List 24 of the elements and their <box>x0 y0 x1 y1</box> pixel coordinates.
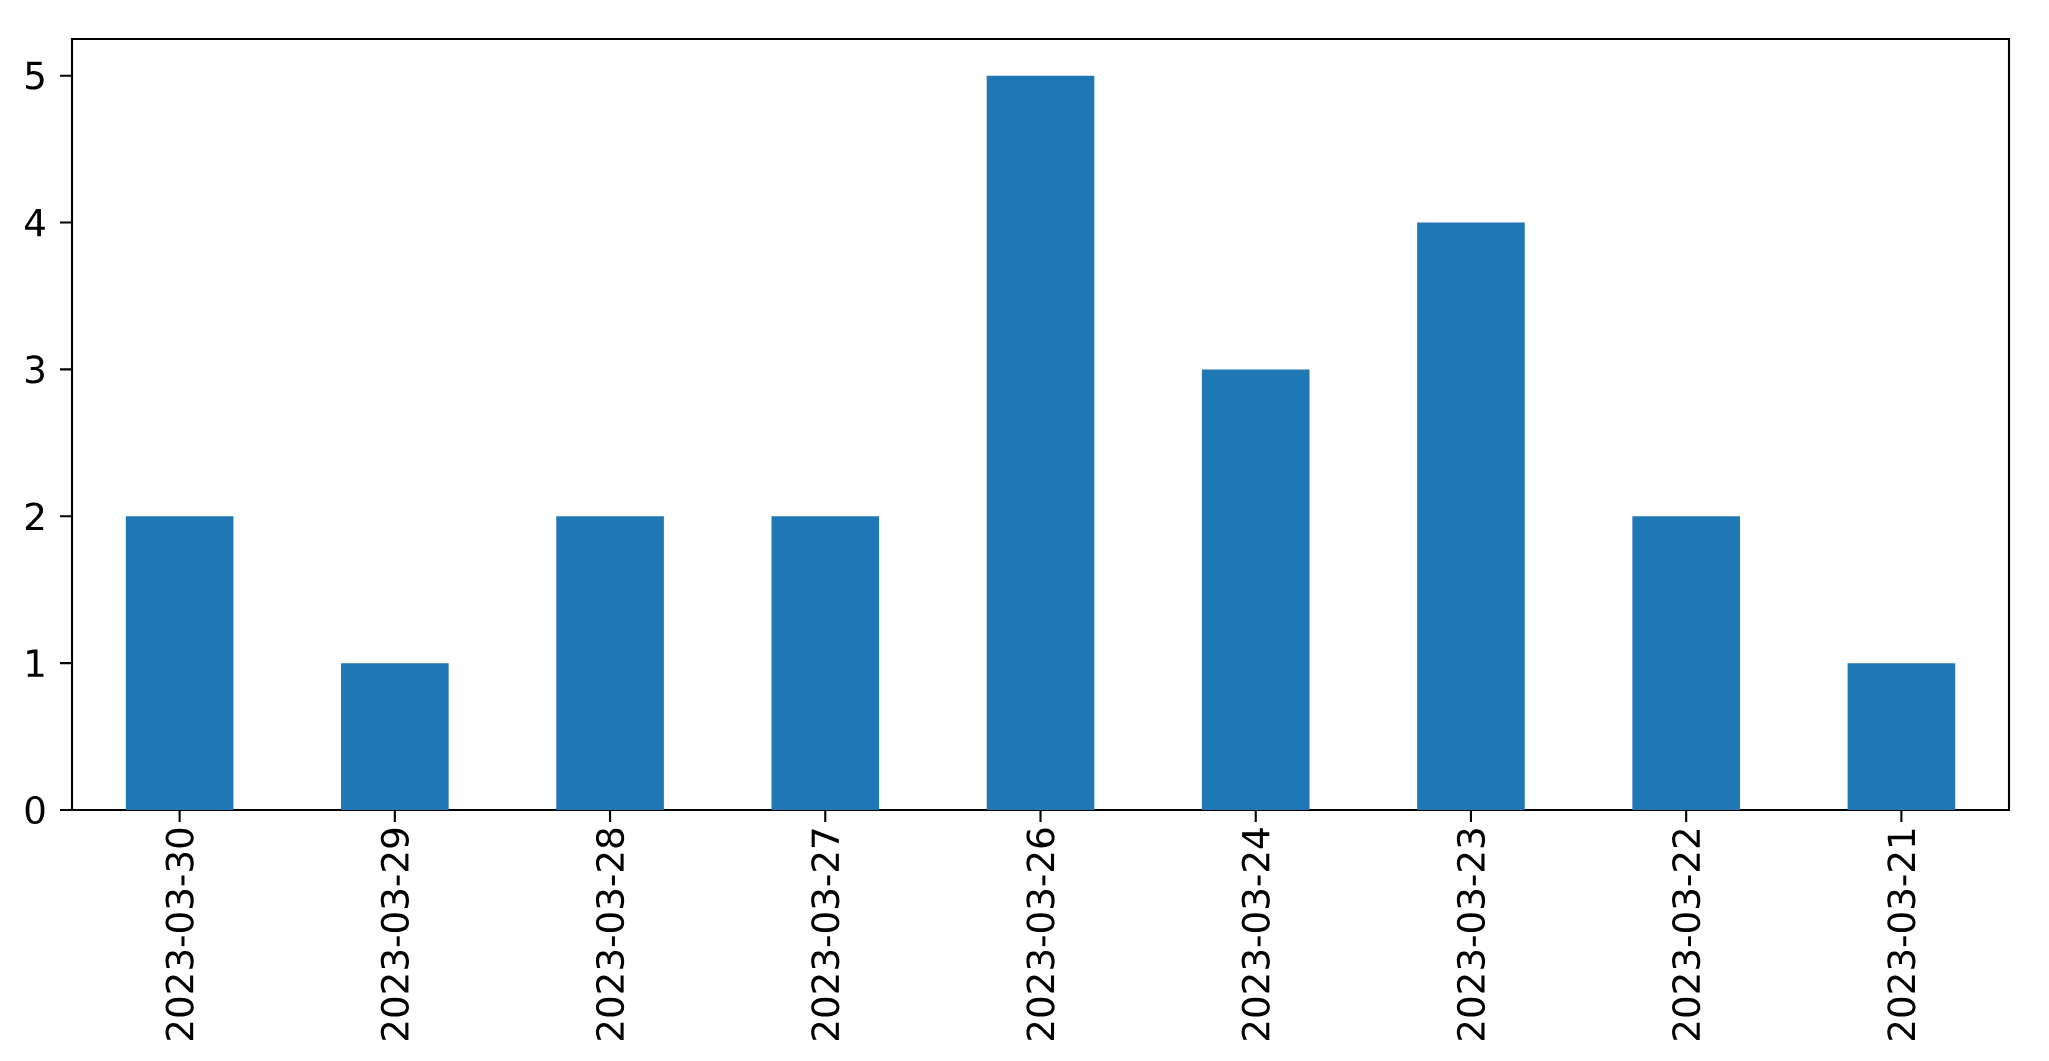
bar <box>986 75 1095 810</box>
bar <box>341 663 449 810</box>
y-tick-label: 4 <box>25 208 45 237</box>
x-tick-label: 2023-03-26 <box>1026 828 1055 1040</box>
bar <box>771 516 880 810</box>
bar <box>1201 369 1310 810</box>
bar <box>556 516 664 810</box>
bar <box>1417 222 1525 810</box>
x-tick-label: 2023-03-23 <box>1456 829 1486 1040</box>
x-tick-label: 2023-03-29 <box>380 828 409 1040</box>
y-tick-label: 3 <box>26 355 44 384</box>
x-tick-label: 2023-03-21 <box>1887 829 1916 1040</box>
bar <box>1847 663 1956 810</box>
x-tick-label: 2023-03-28 <box>595 828 625 1040</box>
y-tick-label: 1 <box>27 649 44 677</box>
y-tick-label: 5 <box>26 61 44 90</box>
x-tick-label: 2023-03-30 <box>165 828 194 1040</box>
y-tick-label: 0 <box>25 795 45 825</box>
x-tick-label: 2023-03-27 <box>811 829 840 1040</box>
y-tick-label: 2 <box>25 502 44 531</box>
bar <box>1632 516 1740 810</box>
bar <box>125 516 234 810</box>
x-tick-label: 2023-03-24 <box>1241 828 1270 1040</box>
x-tick-label: 2023-03-22 <box>1672 830 1701 1040</box>
